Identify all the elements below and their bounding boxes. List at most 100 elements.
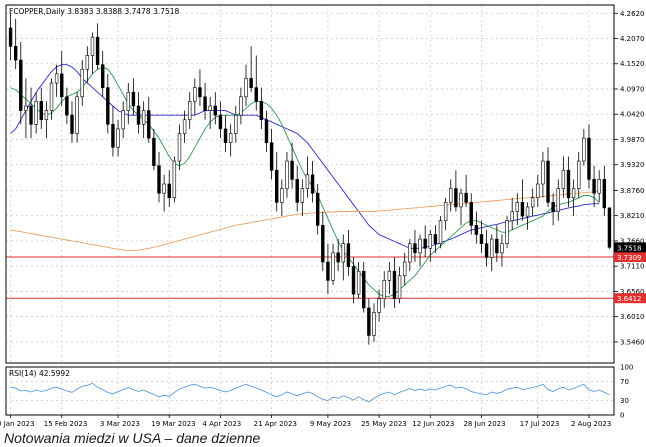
candle-body — [428, 234, 432, 249]
candle-body — [597, 179, 601, 194]
candle-body — [244, 78, 248, 98]
candle-body — [530, 197, 535, 208]
candle-body — [484, 243, 489, 258]
candle-body — [24, 105, 28, 111]
y-tick-label: 4.1520 — [620, 60, 645, 68]
x-tick-label: 30 Jan 2023 — [0, 420, 35, 428]
price-axis: 4.2620 4.2070 4.1520 4.0970 4.0420 3.9870 3.93… — [614, 10, 645, 346]
y-tick-label: 3.5460 — [620, 338, 645, 346]
candle-body — [423, 238, 427, 249]
x-tick-label: 17 Jul 2023 — [520, 420, 560, 428]
candle-body — [372, 312, 376, 336]
candle-body — [198, 87, 202, 98]
candle-body — [582, 137, 586, 162]
candle-body — [295, 179, 299, 203]
rsi-panel: 100 70 30 0 — [6, 364, 633, 420]
y-tick-label: 3.8210 — [620, 212, 645, 220]
x-tick-label: 2 Aug 2023 — [571, 420, 611, 428]
candle-body — [116, 128, 120, 148]
candle-body — [131, 91, 136, 107]
y-tick-label: 4.2070 — [620, 35, 645, 43]
y-tick-label: 3.8760 — [620, 187, 645, 195]
candle-body — [147, 110, 151, 139]
candle-body — [290, 160, 294, 180]
candle-body — [305, 174, 310, 189]
candle-body — [459, 192, 463, 208]
candle-body — [346, 243, 351, 267]
level-tag — [614, 293, 646, 304]
candle-body — [75, 96, 79, 134]
x-tick-label: 9 May 2023 — [310, 420, 351, 428]
y-tick-label: 3.6010 — [620, 313, 645, 321]
candle-body — [13, 46, 18, 61]
candle-body — [188, 101, 192, 121]
candle-body — [60, 73, 64, 98]
candle-body — [602, 179, 607, 209]
candle-body — [571, 188, 576, 199]
candle-body — [136, 105, 141, 125]
candle-body — [203, 96, 207, 111]
x-tick-label: 3 Mar 2023 — [100, 420, 140, 428]
candle-body — [362, 270, 366, 309]
horizontal-levels — [6, 256, 614, 299]
candle-body — [44, 110, 49, 121]
candle-body — [310, 174, 315, 194]
candle-body — [34, 101, 38, 125]
candle-body — [228, 133, 233, 143]
candle-body — [474, 225, 479, 235]
candle-body — [19, 59, 23, 111]
candle-body — [85, 55, 90, 70]
y-tick-label: 4.0420 — [620, 111, 645, 119]
candle-body — [438, 220, 443, 244]
candle-body — [254, 87, 258, 102]
candle-body — [300, 188, 305, 203]
chart-caption: Notowania miedzi w USA – dane dzienne — [4, 430, 261, 446]
candle-body — [49, 82, 54, 111]
y-tick-label: 3.9870 — [620, 136, 645, 144]
y-tick-label: 3.9320 — [620, 161, 645, 169]
candle-body — [264, 119, 269, 143]
candle-body — [106, 87, 110, 125]
candle-body — [418, 238, 422, 254]
x-tick-label: 25 May 2023 — [361, 420, 407, 428]
candle-body — [208, 105, 212, 111]
candle-body — [218, 114, 223, 130]
candle-body — [315, 192, 320, 226]
candle-body — [234, 114, 238, 134]
candle-body — [29, 105, 33, 125]
candle-body — [556, 188, 560, 212]
candle-body — [54, 73, 59, 84]
rsi-tick-label: 30 — [620, 397, 629, 405]
candle-body — [126, 91, 130, 111]
candle-body — [382, 280, 386, 300]
candle-body — [172, 160, 177, 199]
rsi-tick-label: 70 — [620, 378, 629, 386]
price-chart: 100 70 30 0 4.2620 4.2070 4.1520 4.0970 4.0420 3… — [0, 4, 646, 428]
rsi-tick-label: 100 — [620, 364, 633, 372]
candle-body — [546, 160, 550, 203]
candle-body — [551, 202, 555, 212]
candle-body — [285, 160, 289, 189]
candle-body — [167, 183, 171, 199]
candle-body — [392, 270, 397, 300]
candle-body — [90, 36, 95, 56]
candle-body — [505, 220, 509, 244]
candle-body — [193, 87, 197, 102]
candle-body — [469, 202, 473, 226]
candle-body — [520, 202, 525, 217]
candles — [8, 13, 612, 345]
candle-body — [387, 270, 392, 281]
candle-body — [413, 243, 417, 254]
candle-body — [495, 238, 499, 254]
candle-body — [356, 270, 361, 295]
candle-body — [577, 160, 581, 189]
candle-body — [280, 188, 284, 203]
rsi-label: RSI(14) 42.5992 — [9, 369, 70, 378]
x-tick-label: 28 Jun 2023 — [463, 420, 505, 428]
candle-body — [65, 96, 69, 116]
x-tick-label: 12 Jun 2023 — [412, 420, 454, 428]
last-price-label: 3.7518 — [617, 244, 642, 252]
candle-body — [525, 206, 530, 217]
candle-body — [351, 266, 356, 295]
moving-average-line — [10, 190, 600, 252]
